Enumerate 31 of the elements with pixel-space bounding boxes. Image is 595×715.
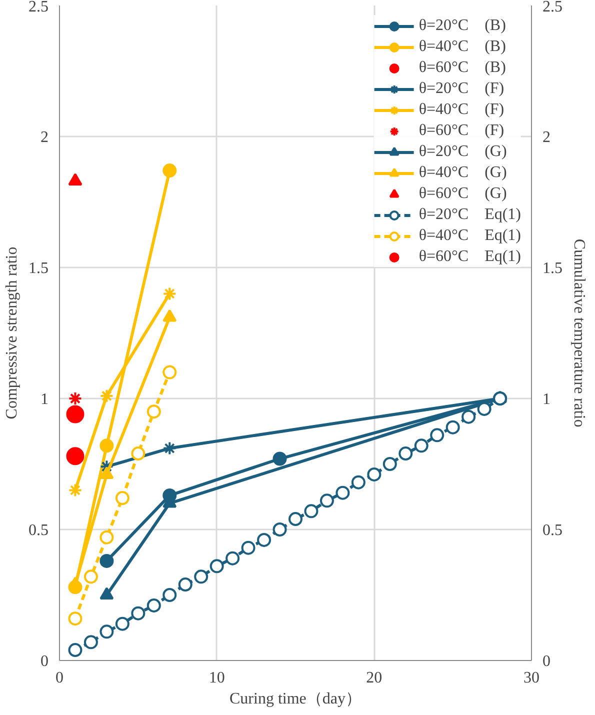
y2-tick-label: 2.5 bbox=[542, 0, 562, 16]
legend-label: θ=40°C (B) bbox=[418, 37, 506, 57]
x-tick-label: 10 bbox=[208, 670, 225, 686]
legend-label: θ=60°C (B) bbox=[418, 58, 506, 78]
y-tick-label: 2.5 bbox=[28, 0, 48, 16]
legend-label: θ=20°C (F) bbox=[418, 79, 504, 99]
legend-label: θ=40°C Eq(1) bbox=[418, 226, 521, 246]
y2-tick-label: 2 bbox=[542, 129, 550, 146]
y-tick-label: 0.5 bbox=[28, 522, 48, 539]
y2-tick-label: 1 bbox=[542, 391, 550, 408]
y-tick-label: 1 bbox=[40, 391, 48, 408]
y-tick-label: 0 bbox=[40, 653, 48, 670]
y-axis-title: Compressive strength ratio bbox=[4, 246, 20, 420]
legend-label: θ=20°C Eq(1) bbox=[418, 205, 521, 225]
y2-axis-title: Cumulative temperature ratio bbox=[570, 238, 588, 428]
legend-label: θ=20°C (B) bbox=[418, 16, 506, 36]
x-tick-label: 20 bbox=[366, 670, 382, 686]
x-axis-title: Curing time（day） bbox=[230, 690, 362, 708]
legend-label: θ=60°C (G) bbox=[418, 184, 507, 204]
x-tick-label: 0 bbox=[56, 670, 64, 686]
y2-tick-label: 0 bbox=[542, 653, 550, 670]
legend-label: θ=20°C (G) bbox=[418, 142, 507, 162]
legend-label: θ=60°C Eq(1) bbox=[418, 247, 521, 267]
y2-tick-label: 0.5 bbox=[542, 522, 562, 539]
y-tick-label: 1.5 bbox=[28, 260, 48, 277]
y-tick-label: 2 bbox=[40, 129, 48, 146]
x-tick-label: 30 bbox=[524, 670, 540, 686]
legend-label: θ=60°C (F) bbox=[418, 121, 504, 141]
legend-label: θ=40°C (F) bbox=[418, 100, 504, 120]
legend-label: θ=40°C (G) bbox=[418, 163, 507, 183]
y2-tick-label: 1.5 bbox=[542, 260, 562, 277]
